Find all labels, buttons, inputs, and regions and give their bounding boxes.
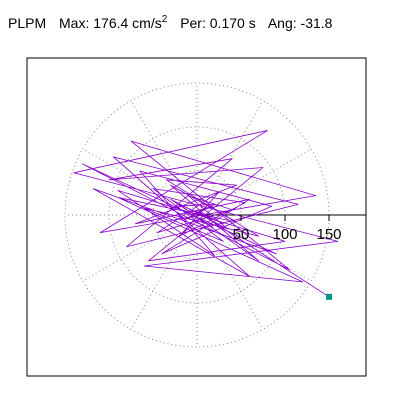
grid-spoke-210 (82, 214, 198, 282)
trace-layer (73, 130, 339, 298)
radial-tick-labels: 50 100 150 (233, 215, 342, 243)
period-value: 0.170 s (209, 15, 256, 31)
end-point-marker (326, 293, 332, 300)
angle-label: Ang: (267, 15, 297, 31)
radial-tick-label-150: 150 (316, 226, 341, 243)
angle-value: -31.8 (300, 15, 333, 31)
end-marker-layer (326, 293, 332, 300)
header: PLPM Max: 176.4 cm/s2 Per: 0.170 s Ang: … (8, 14, 332, 31)
grid-spoke-60 (196, 100, 264, 216)
series-1-trace (73, 130, 339, 298)
max-exponent: 2 (161, 14, 168, 25)
max-value: 176.4 cm/s (93, 15, 162, 31)
plot-frame (26, 57, 367, 377)
radial-tick-label-50: 50 (233, 226, 250, 243)
radial-tick-label-100: 100 (272, 226, 297, 243)
component-label: PLPM (8, 15, 47, 31)
max-label: Max: (59, 15, 90, 31)
period-label: Per: (180, 15, 206, 31)
